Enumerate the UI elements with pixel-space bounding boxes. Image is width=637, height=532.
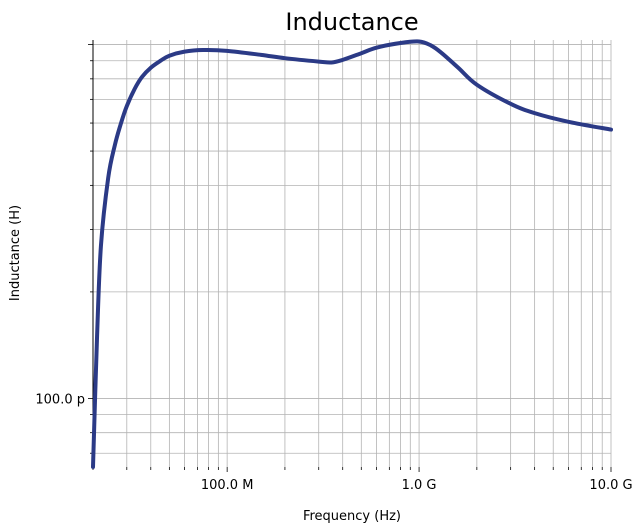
x-axis-label: Frequency (Hz) <box>303 509 401 524</box>
axes: 100.0 M 1.0 G 10.0 G 100.0 p <box>35 40 633 493</box>
labels: Inductance Frequency (Hz) Inductance (H) <box>8 8 419 524</box>
series-layer <box>91 39 613 469</box>
chart-title: Inductance <box>285 8 418 36</box>
inductance-series-line <box>91 39 613 469</box>
grid <box>92 40 612 467</box>
x-tick-label: 10.0 G <box>589 478 632 493</box>
x-tick-label: 1.0 G <box>402 478 437 493</box>
y-tick-label: 100.0 p <box>35 392 85 407</box>
y-axis-label: Inductance (H) <box>8 205 23 301</box>
x-tick-label: 100.0 M <box>201 478 254 493</box>
